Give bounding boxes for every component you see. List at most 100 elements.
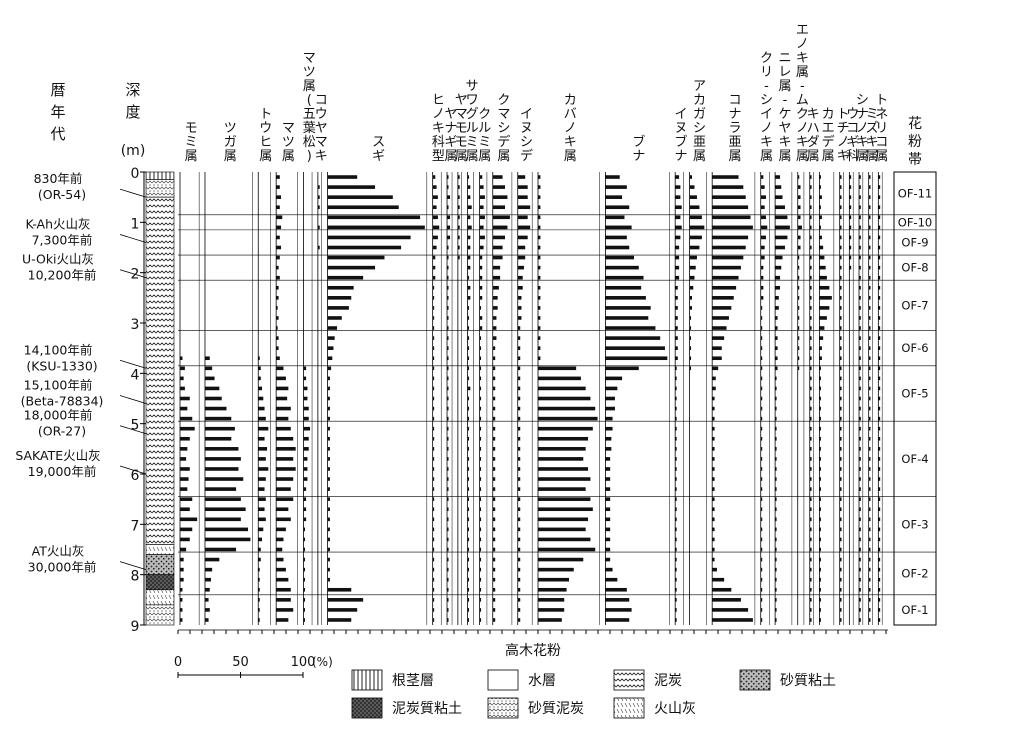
pollen-bar xyxy=(492,235,506,240)
pollen-bar xyxy=(180,366,185,371)
pollen-bar xyxy=(479,557,482,562)
pollen-bar xyxy=(819,567,821,572)
pollen-bar xyxy=(689,326,692,330)
taxon-panels: モミ属ツガ属トウヒ属マツ属マツ属(五葉松)コウヤマキスギヒノキ科型ヤナギ属ヤマモ… xyxy=(179,23,888,625)
pollen-bar xyxy=(492,577,496,582)
pollen-bar xyxy=(849,255,852,260)
pollen-bar xyxy=(303,547,305,552)
pollen-bar xyxy=(809,366,812,371)
pollen-bar xyxy=(447,356,449,361)
pollen-bar xyxy=(258,618,260,622)
taxon-label-char: ツ xyxy=(282,135,295,150)
pollen-bar xyxy=(538,275,541,280)
pollen-bar xyxy=(819,346,822,350)
pollen-bar xyxy=(432,416,435,421)
pollen-bar xyxy=(868,426,871,431)
pollen-bar xyxy=(467,497,470,501)
pollen-bar xyxy=(492,175,503,179)
pollen-bar xyxy=(492,477,496,481)
pollen-bar xyxy=(760,447,763,451)
pollen-bar xyxy=(819,537,821,542)
pollen-bar xyxy=(797,175,800,179)
pollen-bar xyxy=(517,477,521,481)
pollen-bar xyxy=(447,185,449,189)
pollen-bar xyxy=(797,195,801,199)
pollen-bar xyxy=(712,416,715,421)
pollen-bar xyxy=(492,527,496,532)
pollen-bar xyxy=(517,608,521,612)
pollen-bar xyxy=(258,426,269,431)
pollen-bar xyxy=(317,185,320,189)
taxon-label-char: モ xyxy=(185,121,198,136)
taxon-label-char: モ xyxy=(455,135,468,150)
pollen-bar xyxy=(327,517,330,522)
pollen-bar xyxy=(479,507,482,512)
pollen-bar xyxy=(432,255,436,260)
pollen-bar xyxy=(878,376,881,381)
pollen-bar xyxy=(760,255,765,260)
pollen-bar xyxy=(605,376,623,381)
pollen-bar xyxy=(517,537,521,542)
pollen-bar xyxy=(258,356,260,361)
pollen-bar xyxy=(868,195,871,199)
pollen-bar xyxy=(327,507,330,512)
pollen-bar xyxy=(180,577,184,582)
taxon-label-char: ノ xyxy=(796,37,809,52)
taxon-label-char: キ xyxy=(807,107,820,122)
pollen-bar xyxy=(432,436,435,441)
taxon-label: サワグルミ属 xyxy=(466,79,479,164)
pollen-bar xyxy=(819,285,830,290)
pollen-bar xyxy=(689,255,697,260)
taxon-label-char: シ xyxy=(520,135,533,150)
pollen-bar xyxy=(859,265,861,270)
pollen-bar xyxy=(839,537,842,542)
depth-tick-label: 4 xyxy=(131,367,140,383)
pollen-bar xyxy=(775,406,777,411)
pollen-bar xyxy=(760,577,763,582)
pollen-bar xyxy=(675,235,681,240)
pollen-bar xyxy=(432,608,435,612)
pollen-bar xyxy=(760,296,764,300)
pollen-bar xyxy=(479,336,482,340)
pollen-bar xyxy=(878,487,881,491)
depth-tick-label: 0 xyxy=(131,166,140,182)
pollen-bar xyxy=(204,436,232,441)
pollen-bar xyxy=(457,245,460,250)
pollen-bar xyxy=(538,296,541,300)
pollen-bar xyxy=(517,406,521,411)
pollen-bar xyxy=(204,447,239,451)
pollen-bar xyxy=(839,316,842,320)
depth-tick-label: 6 xyxy=(131,468,140,484)
pollen-bar xyxy=(878,537,881,542)
pollen-bar xyxy=(605,366,639,371)
pollen-bar xyxy=(479,416,482,421)
pollen-bar xyxy=(303,507,307,512)
pollen-bar xyxy=(538,547,596,552)
pollen-bar xyxy=(868,376,871,381)
pollen-bar xyxy=(432,567,435,572)
pollen-bar xyxy=(839,567,842,572)
pollen-bar xyxy=(712,195,746,199)
taxon-label-char: ウ xyxy=(315,107,328,122)
pollen-bar xyxy=(839,608,842,612)
pollen-bar xyxy=(180,477,189,481)
pollen-bar xyxy=(180,537,190,542)
scale-tick-label: 100 xyxy=(291,655,316,670)
pollen-bar xyxy=(276,608,294,612)
pollen-bar xyxy=(689,316,692,320)
pollen-bar xyxy=(859,547,861,552)
pollen-bar xyxy=(303,467,308,471)
pollen-bar xyxy=(878,215,881,220)
pollen-bar xyxy=(432,235,438,240)
pollen-bar xyxy=(327,386,330,391)
pollen-bar xyxy=(447,195,451,199)
pollen-bar xyxy=(517,356,521,361)
taxon-label-char: ナ xyxy=(445,121,458,136)
pollen-bar xyxy=(868,416,871,421)
pollen-bar xyxy=(675,316,678,320)
pollen-bar xyxy=(457,215,460,220)
pollen-bar xyxy=(775,396,777,401)
pollen-bar xyxy=(819,517,821,522)
pollen-bar xyxy=(819,205,821,210)
lithology-layer xyxy=(145,554,175,575)
